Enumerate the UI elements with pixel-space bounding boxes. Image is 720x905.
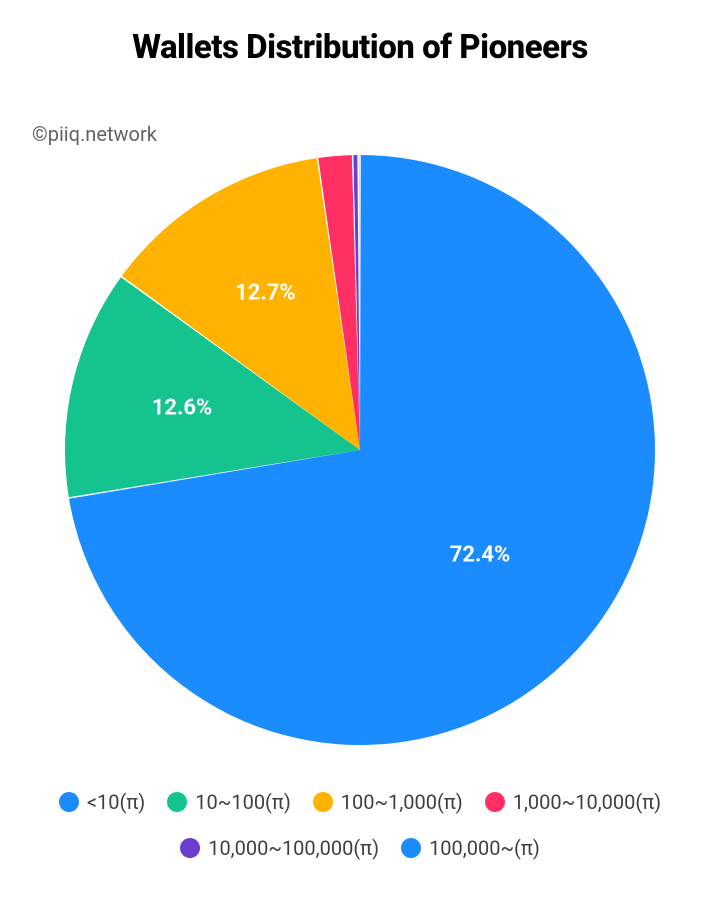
legend-swatch-icon bbox=[313, 792, 333, 812]
pie-chart: 72.4% 12.6% 12.7% bbox=[65, 155, 655, 745]
chart-title: Wallets Distribution of Pioneers bbox=[0, 0, 720, 67]
legend-swatch-icon bbox=[59, 792, 79, 812]
slice-label-lt10: 72.4% bbox=[450, 543, 511, 568]
legend-label: 10~100(π) bbox=[195, 790, 291, 814]
legend-item-2: 100~1,000(π) bbox=[313, 790, 463, 814]
chart-container: { "title": "Wallets Distribution of Pion… bbox=[0, 0, 720, 905]
legend: <10(π) 10~100(π) 100~1,000(π) 1,000~10,000(… bbox=[0, 790, 720, 860]
slice-label-10_100: 12.6% bbox=[152, 395, 213, 420]
slice-labels-layer: 72.4% 12.6% 12.7% bbox=[65, 155, 655, 745]
attribution-text: ©piiq.network bbox=[32, 122, 157, 146]
legend-label: 1,000~10,000(π) bbox=[513, 790, 661, 814]
legend-swatch-icon bbox=[167, 792, 187, 812]
legend-swatch-icon bbox=[180, 838, 200, 858]
legend-swatch-icon bbox=[401, 838, 421, 858]
slice-label-100_1000: 12.7% bbox=[235, 281, 296, 306]
legend-label: 10,000~100,000(π) bbox=[208, 836, 379, 860]
legend-swatch-icon bbox=[485, 792, 505, 812]
legend-item-3: 1,000~10,000(π) bbox=[485, 790, 661, 814]
legend-label: 100~1,000(π) bbox=[341, 790, 463, 814]
legend-item-1: 10~100(π) bbox=[167, 790, 291, 814]
legend-label: <10(π) bbox=[87, 790, 145, 814]
legend-item-0: <10(π) bbox=[59, 790, 145, 814]
legend-item-5: 100,000~(π) bbox=[401, 836, 540, 860]
legend-label: 100,000~(π) bbox=[429, 836, 540, 860]
legend-item-4: 10,000~100,000(π) bbox=[180, 836, 379, 860]
